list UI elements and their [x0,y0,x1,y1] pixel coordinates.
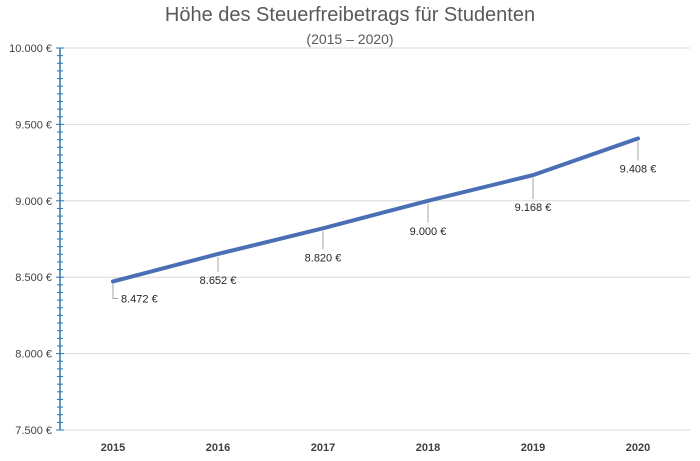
data-label: 9.408 € [620,163,657,175]
y-tick-label: 10.000 € [9,43,52,55]
data-label: 8.820 € [305,252,342,264]
data-point [111,279,115,283]
y-tick-label: 9.500 € [15,119,52,131]
data-label: 8.652 € [200,275,237,287]
gridlines [60,47,690,431]
data-point [321,226,325,230]
x-tick-label: 2015 [101,442,125,454]
x-tick-label: 2016 [206,442,230,454]
leader-line [112,283,118,299]
data-point [531,173,535,177]
y-tick-label: 7.500 € [15,425,52,437]
data-label: 9.168 € [515,202,552,214]
y-tick-label: 8.500 € [15,272,52,284]
x-tick-labels: 2015 2016 2017 2018 2019 2020 [101,442,650,454]
data-label: 9.000 € [410,226,447,238]
chart-subtitle: (2015 – 2020) [306,31,394,47]
y-axis [56,47,64,431]
data-label: 8.472 € [121,293,158,305]
data-point [636,136,640,140]
series [111,136,640,284]
y-tick-label: 9.000 € [15,196,52,208]
x-tick-label: 2020 [626,442,650,454]
data-labels: 8.472 € 8.652 € 8.820 € 9.000 € 9.168 € 9.408… [112,141,657,305]
chart-title: Höhe des Steuerfreibetrags für Studenten [164,4,536,26]
y-tick-label: 8.000 € [15,349,52,361]
y-tick-labels: 10.000 € 9.500 € 9.000 € 8.500 € 8.000 € 7.50… [9,43,52,437]
x-tick-label: 2017 [311,442,335,454]
x-tick-label: 2019 [521,442,545,454]
x-tick-label: 2018 [416,442,440,454]
data-point [426,199,430,203]
data-point [216,252,220,256]
series-line [111,136,640,284]
